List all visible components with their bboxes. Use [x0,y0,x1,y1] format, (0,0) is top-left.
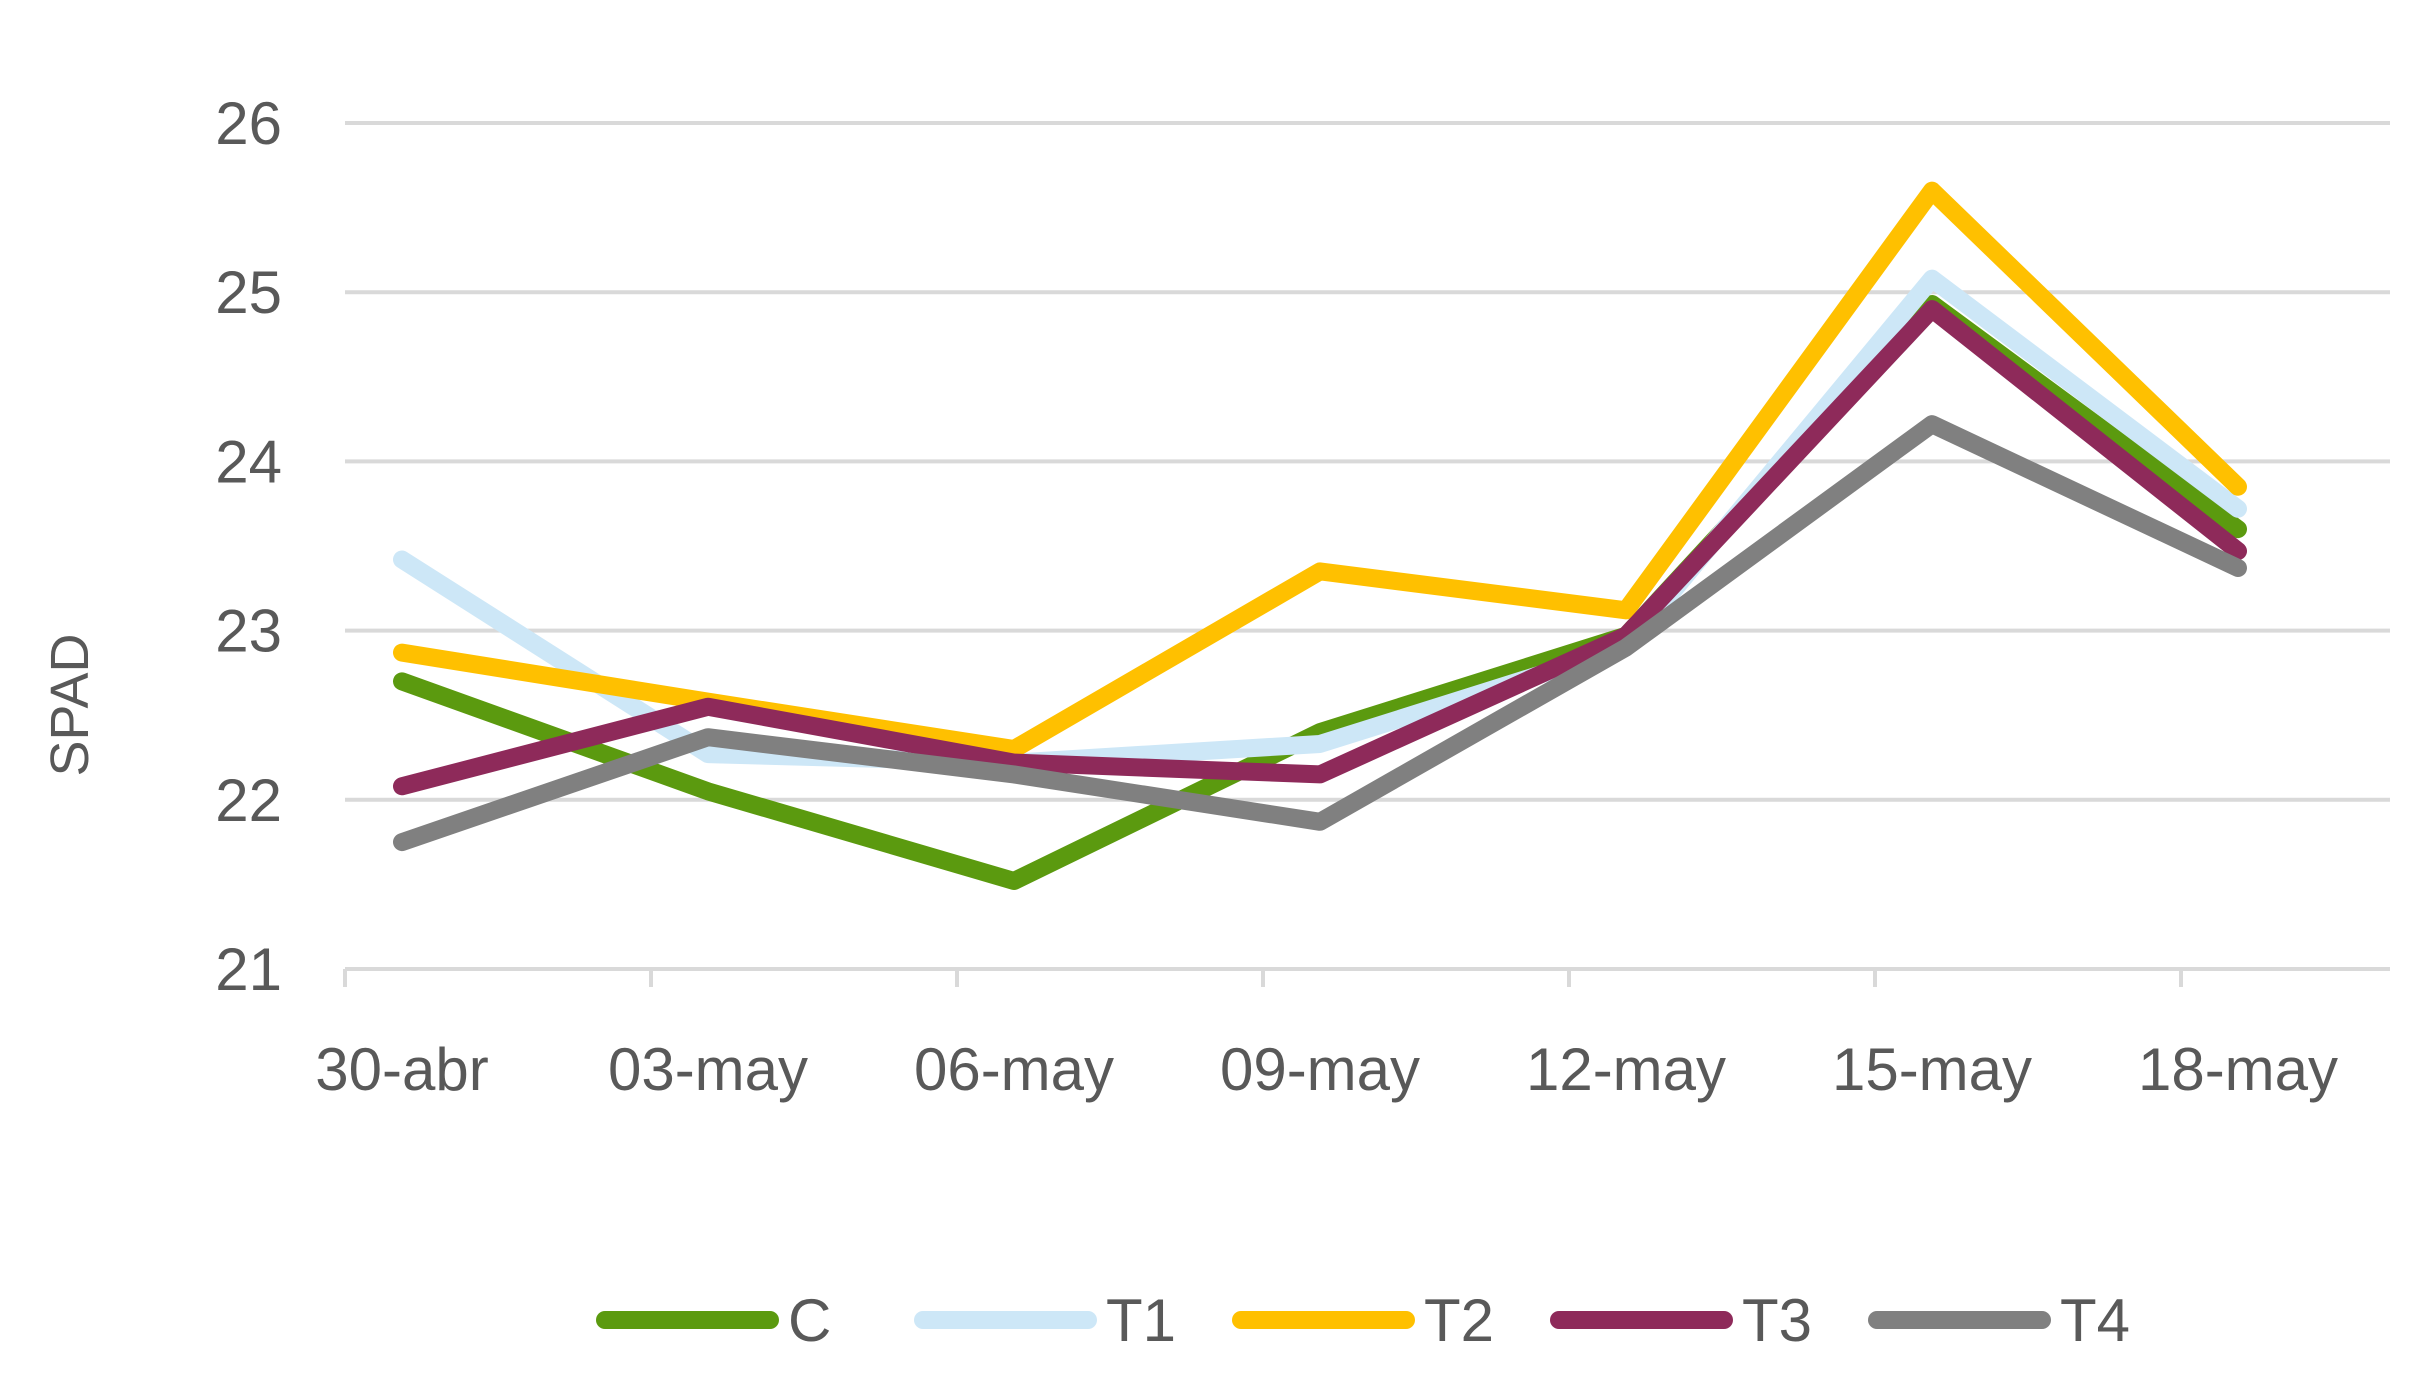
legend: C T1 T2 T3 T4 [596,1287,2130,1354]
y-tick-label: 24 [215,428,282,495]
y-tick-label: 25 [215,259,282,326]
series-line-t1 [393,269,2247,772]
legend-label-c: C [788,1287,831,1354]
legend-label-t2: T2 [1424,1287,1494,1354]
y-axis-tick-labels: 21 22 23 24 25 26 [215,90,282,1003]
x-tick-label: 09-may [1220,1036,1420,1103]
x-tick-label: 03-may [608,1036,808,1103]
y-tick-label: 22 [215,767,282,834]
y-tick-label: 23 [215,598,282,665]
series-lines [393,181,2247,891]
series-line-t4 [393,415,2247,852]
x-tick-label: 12-may [1526,1036,1726,1103]
y-tick-label: 26 [215,90,282,157]
x-tick-label: 06-may [914,1036,1114,1103]
y-tick-label: 21 [215,936,282,1003]
y-axis-title: SPAD [40,633,100,776]
x-tick-label: 18-may [2138,1036,2338,1103]
series-line-t2 [393,181,2247,759]
x-axis-tick-labels: 30-abr 03-may 06-may 09-may 12-may 15-may 18-m… [315,1036,2338,1103]
legend-label-t3: T3 [1742,1287,1812,1354]
series-line-t3 [393,300,2247,796]
x-axis [343,967,2390,987]
legend-label-t4: T4 [2060,1287,2130,1354]
legend-label-t1: T1 [1106,1287,1176,1354]
x-tick-label: 15-may [1832,1036,2032,1103]
series-line-c [393,295,2247,891]
x-tick-label: 30-abr [315,1036,488,1103]
